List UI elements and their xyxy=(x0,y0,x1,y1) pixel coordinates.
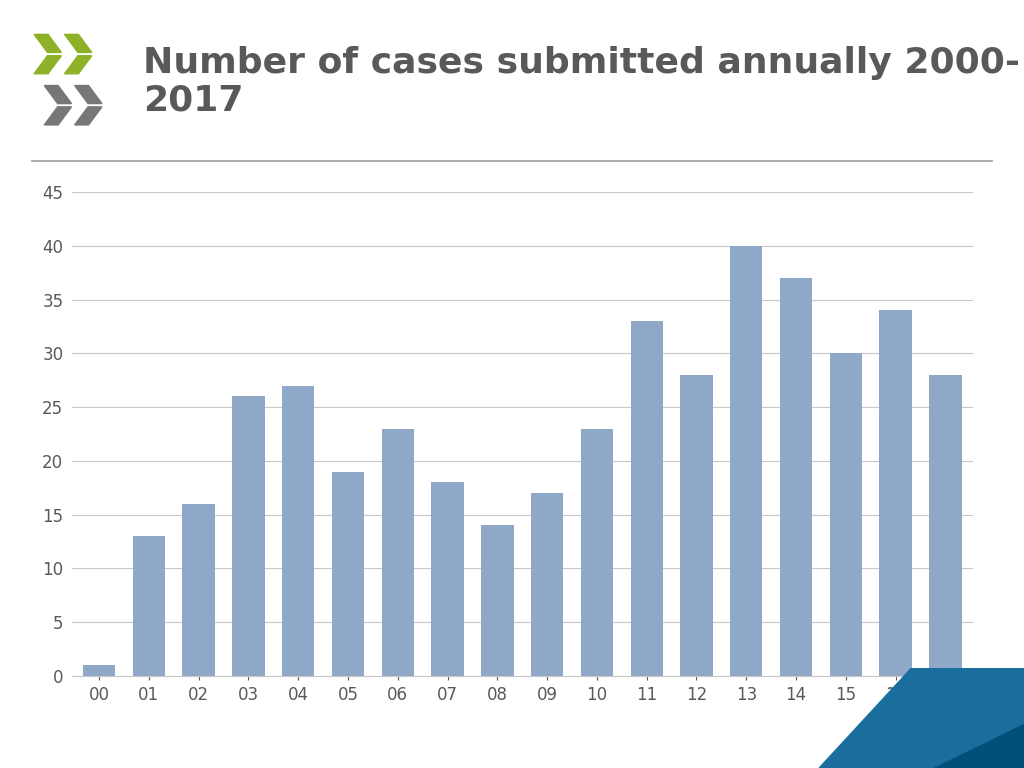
Polygon shape xyxy=(44,85,72,104)
Polygon shape xyxy=(34,56,61,74)
Bar xyxy=(829,353,862,676)
Bar xyxy=(680,375,713,676)
Bar xyxy=(631,321,663,676)
Bar xyxy=(531,493,563,676)
Bar xyxy=(232,396,264,676)
Text: Number of cases submitted annually 2000-
2017: Number of cases submitted annually 2000-… xyxy=(143,45,1020,118)
Bar xyxy=(929,375,962,676)
Polygon shape xyxy=(34,35,61,52)
Polygon shape xyxy=(65,56,92,74)
Bar xyxy=(182,504,215,676)
Bar xyxy=(730,246,763,676)
Bar xyxy=(481,525,513,676)
Bar xyxy=(332,472,365,676)
Polygon shape xyxy=(819,668,1024,768)
Bar xyxy=(581,429,613,676)
Polygon shape xyxy=(819,668,1024,768)
Bar xyxy=(382,429,414,676)
Bar xyxy=(282,386,314,676)
Bar xyxy=(83,665,116,676)
Bar xyxy=(133,536,165,676)
Polygon shape xyxy=(65,35,92,52)
Bar xyxy=(880,310,911,676)
Polygon shape xyxy=(44,107,72,125)
Polygon shape xyxy=(75,107,102,125)
Bar xyxy=(431,482,464,676)
Bar xyxy=(780,278,812,676)
Polygon shape xyxy=(75,85,102,104)
